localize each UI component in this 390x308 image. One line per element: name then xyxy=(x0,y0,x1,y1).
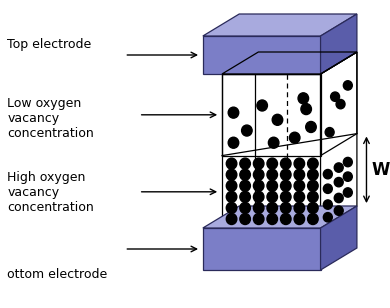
Text: Low oxygen
vacancy
concentration: Low oxygen vacancy concentration xyxy=(7,97,94,140)
Circle shape xyxy=(240,202,250,213)
Circle shape xyxy=(280,202,291,213)
Polygon shape xyxy=(203,14,357,36)
Circle shape xyxy=(280,213,291,225)
Polygon shape xyxy=(203,228,321,270)
Circle shape xyxy=(254,169,264,180)
Circle shape xyxy=(323,200,332,209)
Circle shape xyxy=(226,213,237,225)
Circle shape xyxy=(267,169,278,180)
Circle shape xyxy=(334,206,343,215)
Circle shape xyxy=(289,132,300,143)
Circle shape xyxy=(280,158,291,169)
Circle shape xyxy=(334,193,343,203)
Circle shape xyxy=(240,213,250,225)
Circle shape xyxy=(294,191,305,202)
Text: High oxygen
vacancy
concentration: High oxygen vacancy concentration xyxy=(7,171,94,214)
Circle shape xyxy=(343,157,352,167)
Circle shape xyxy=(323,184,332,193)
Circle shape xyxy=(306,121,316,132)
Circle shape xyxy=(294,169,305,180)
Circle shape xyxy=(272,114,283,125)
Circle shape xyxy=(228,137,239,148)
Circle shape xyxy=(241,125,252,136)
Circle shape xyxy=(308,169,318,180)
Circle shape xyxy=(294,202,305,213)
Circle shape xyxy=(280,169,291,180)
Circle shape xyxy=(331,92,340,101)
Circle shape xyxy=(343,188,352,197)
Circle shape xyxy=(226,180,237,191)
Circle shape xyxy=(301,103,312,115)
Circle shape xyxy=(294,158,305,169)
Polygon shape xyxy=(222,74,321,228)
Circle shape xyxy=(280,180,291,191)
Circle shape xyxy=(267,180,278,191)
Circle shape xyxy=(254,180,264,191)
Polygon shape xyxy=(321,52,357,228)
Circle shape xyxy=(343,172,352,181)
Circle shape xyxy=(226,169,237,180)
Polygon shape xyxy=(203,36,321,74)
Polygon shape xyxy=(203,206,357,228)
Circle shape xyxy=(240,158,250,169)
Circle shape xyxy=(254,202,264,213)
Circle shape xyxy=(257,100,268,111)
Text: ottom electrode: ottom electrode xyxy=(7,268,108,281)
Circle shape xyxy=(254,191,264,202)
Circle shape xyxy=(308,202,318,213)
Circle shape xyxy=(254,158,264,169)
Circle shape xyxy=(280,191,291,202)
Circle shape xyxy=(267,213,278,225)
Circle shape xyxy=(267,191,278,202)
Circle shape xyxy=(336,99,345,109)
Text: Top electrode: Top electrode xyxy=(7,38,92,51)
Circle shape xyxy=(308,213,318,225)
Polygon shape xyxy=(222,52,357,74)
Circle shape xyxy=(298,93,308,104)
Circle shape xyxy=(226,202,237,213)
Circle shape xyxy=(334,163,343,172)
Circle shape xyxy=(226,191,237,202)
Circle shape xyxy=(254,213,264,225)
Circle shape xyxy=(308,158,318,169)
Circle shape xyxy=(294,213,305,225)
Circle shape xyxy=(294,180,305,191)
Circle shape xyxy=(334,177,343,187)
Circle shape xyxy=(240,191,250,202)
Circle shape xyxy=(343,81,352,90)
Circle shape xyxy=(323,169,332,179)
Polygon shape xyxy=(321,206,357,270)
Circle shape xyxy=(267,202,278,213)
Circle shape xyxy=(308,191,318,202)
Circle shape xyxy=(268,137,279,148)
Circle shape xyxy=(226,158,237,169)
Circle shape xyxy=(325,128,334,137)
Text: W: W xyxy=(371,161,390,179)
Circle shape xyxy=(323,213,332,222)
Polygon shape xyxy=(321,14,357,74)
Circle shape xyxy=(228,107,239,118)
Circle shape xyxy=(240,169,250,180)
Circle shape xyxy=(308,180,318,191)
Circle shape xyxy=(267,158,278,169)
Circle shape xyxy=(240,180,250,191)
